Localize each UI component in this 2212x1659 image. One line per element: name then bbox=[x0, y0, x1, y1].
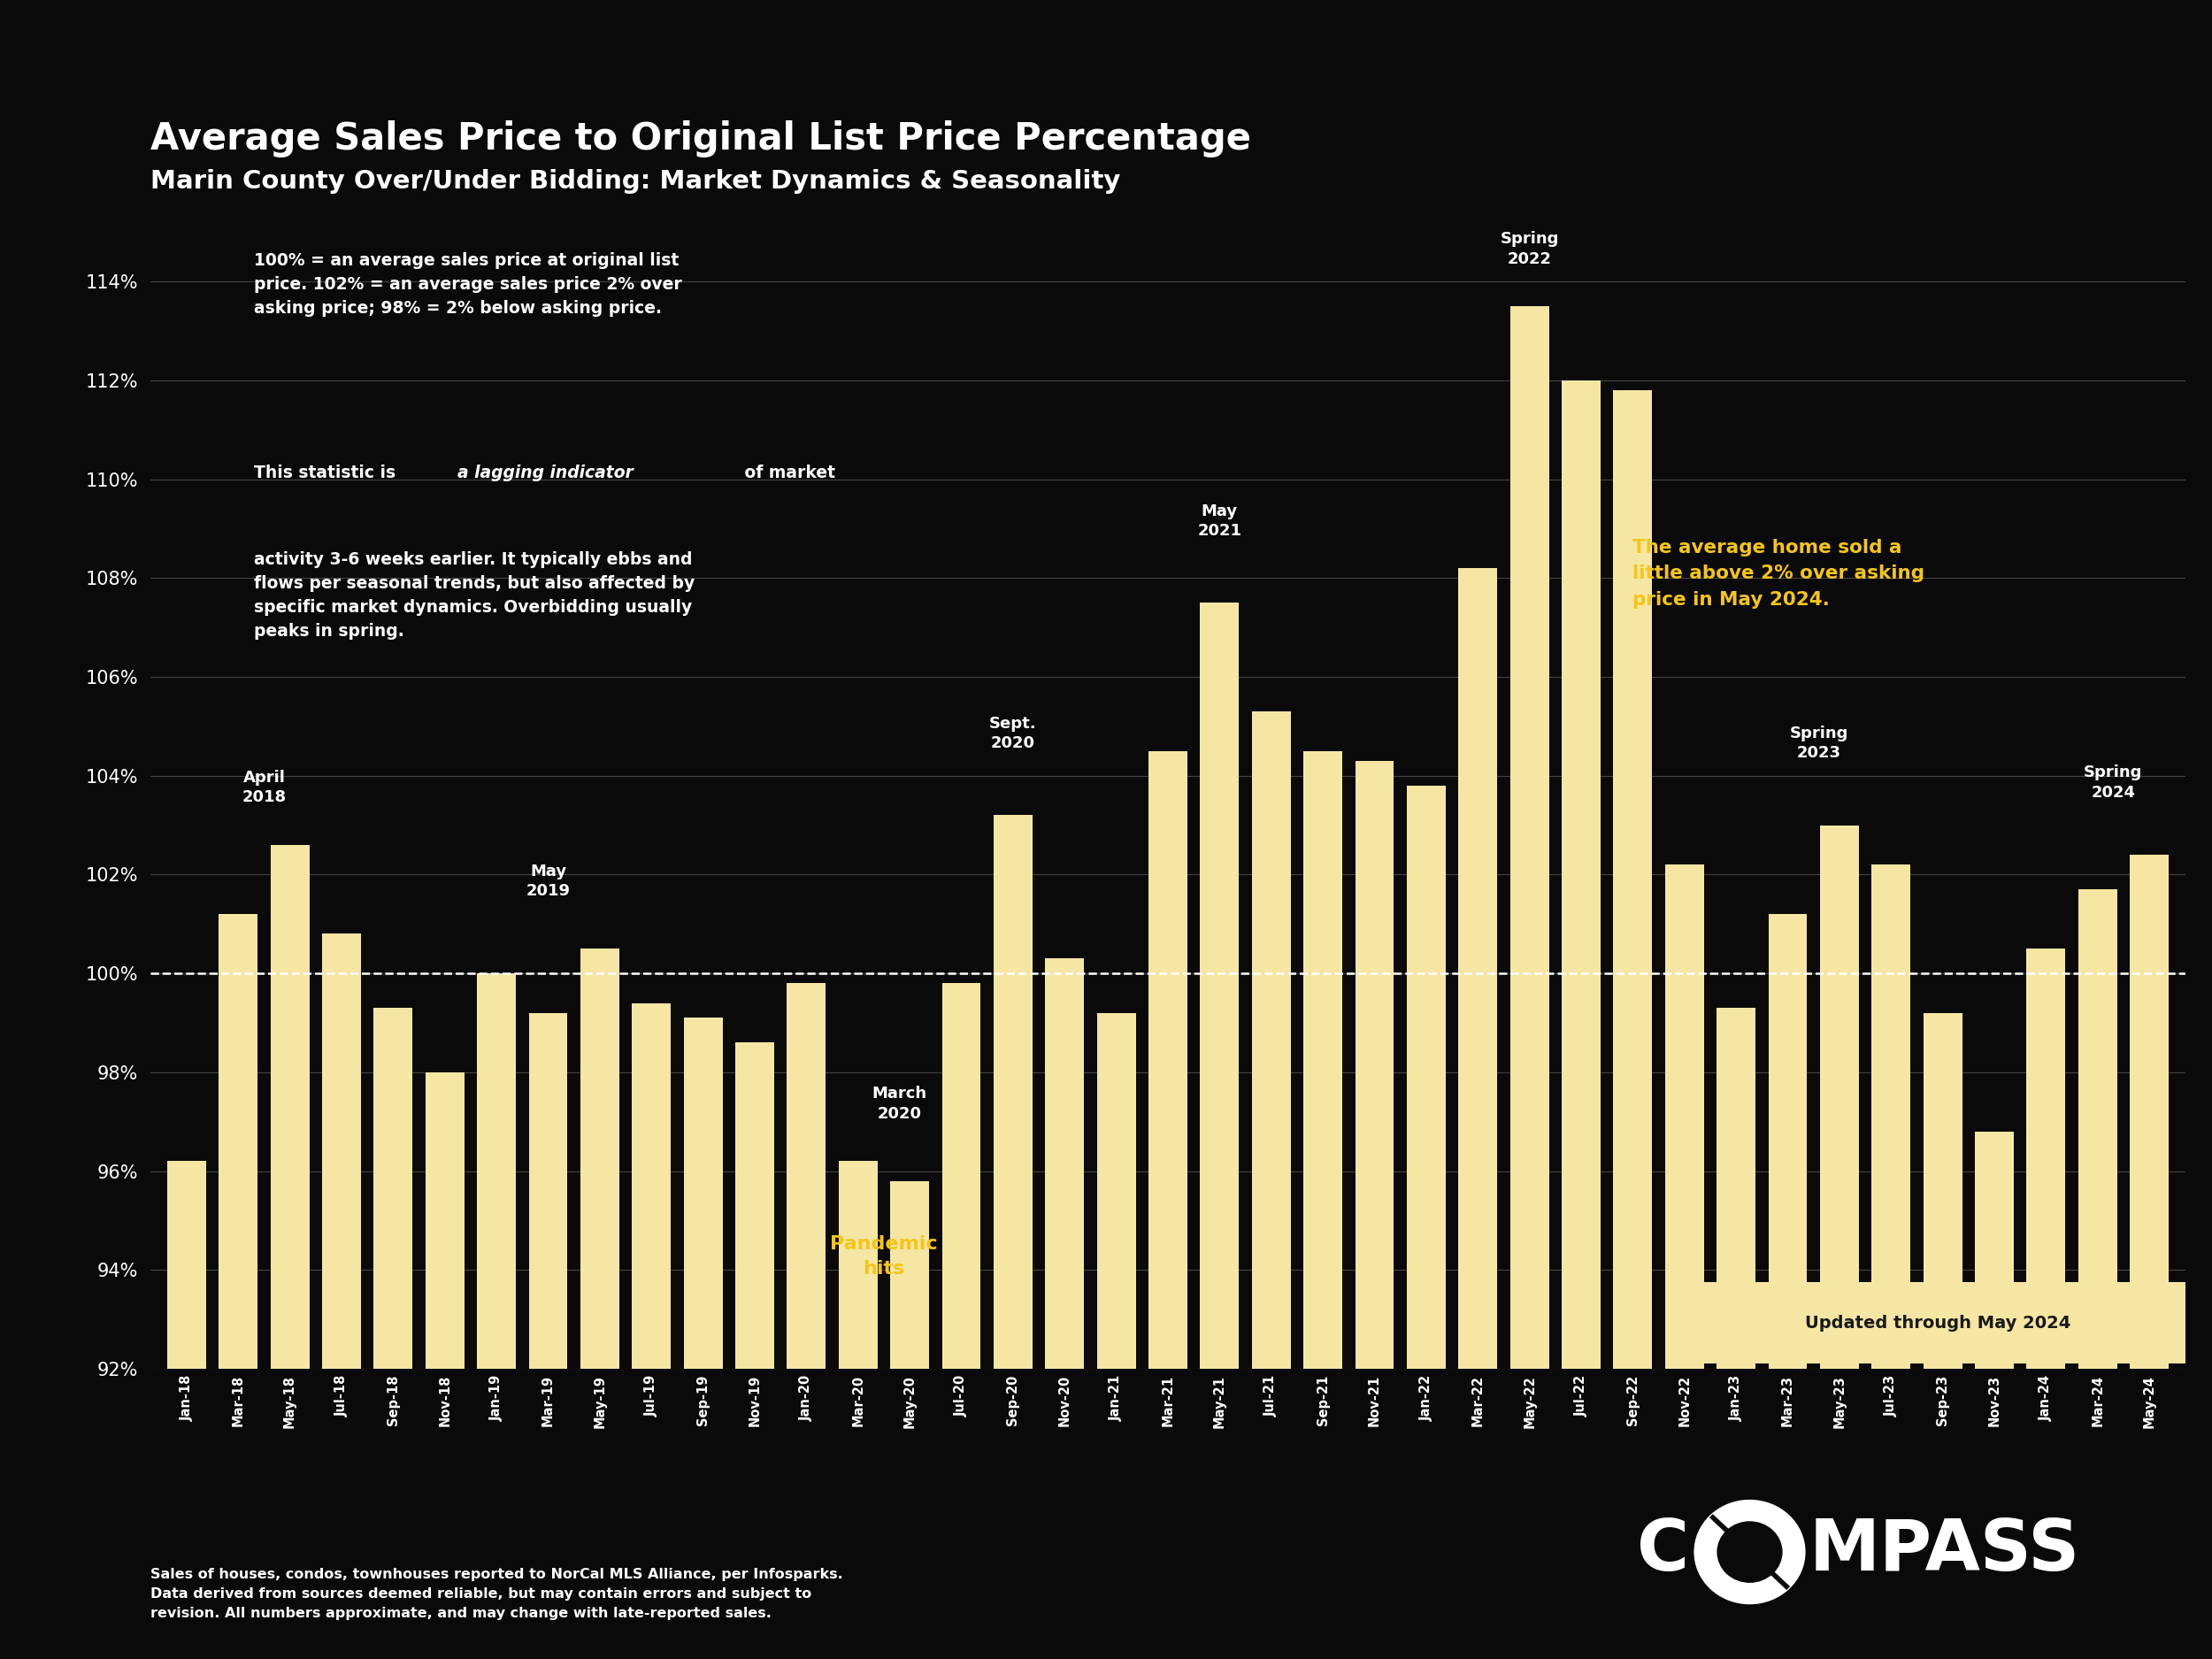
Bar bbox=[1666, 864, 1703, 1659]
Bar bbox=[838, 1161, 878, 1659]
Bar bbox=[1458, 569, 1498, 1659]
Bar bbox=[478, 974, 515, 1659]
Text: Sept.
2020: Sept. 2020 bbox=[989, 715, 1037, 752]
Bar bbox=[734, 1042, 774, 1659]
Bar bbox=[1303, 752, 1343, 1659]
Text: Sales of houses, condos, townhouses reported to NorCal MLS Alliance, per Infospa: Sales of houses, condos, townhouses repo… bbox=[150, 1568, 843, 1621]
Text: a lagging indicator: a lagging indicator bbox=[458, 465, 633, 481]
Bar bbox=[374, 1009, 414, 1659]
Bar bbox=[1820, 825, 1858, 1659]
Text: MPASS: MPASS bbox=[1809, 1516, 2079, 1586]
Text: Spring
2022: Spring 2022 bbox=[1500, 231, 1559, 267]
Text: Marin County Over/Under Bidding: Market Dynamics & Seasonality: Marin County Over/Under Bidding: Market … bbox=[150, 169, 1121, 194]
Bar bbox=[1046, 959, 1084, 1659]
Bar bbox=[2079, 889, 2117, 1659]
FancyBboxPatch shape bbox=[1686, 1282, 2190, 1364]
Text: C: C bbox=[1637, 1516, 1690, 1586]
Bar bbox=[1975, 1131, 2013, 1659]
Text: Pandemic
hits: Pandemic hits bbox=[830, 1236, 938, 1277]
Bar bbox=[889, 1181, 929, 1659]
Bar bbox=[633, 1004, 670, 1659]
Bar bbox=[1511, 307, 1548, 1659]
Bar bbox=[1252, 712, 1290, 1659]
Text: This statistic is: This statistic is bbox=[254, 465, 400, 481]
Bar bbox=[323, 934, 361, 1659]
Bar bbox=[529, 1014, 568, 1659]
Bar bbox=[1201, 602, 1239, 1659]
Text: Updated through May 2024: Updated through May 2024 bbox=[1805, 1314, 2070, 1332]
Text: March
2020: March 2020 bbox=[872, 1087, 927, 1121]
Bar bbox=[580, 949, 619, 1659]
Bar bbox=[993, 815, 1033, 1659]
Bar bbox=[1871, 864, 1911, 1659]
Bar bbox=[787, 984, 825, 1659]
Circle shape bbox=[1694, 1500, 1805, 1604]
Text: Spring
2023: Spring 2023 bbox=[1790, 725, 1847, 761]
Bar bbox=[942, 984, 980, 1659]
Text: of market: of market bbox=[739, 465, 836, 481]
Bar bbox=[1717, 1009, 1756, 1659]
Bar bbox=[1922, 1014, 1962, 1659]
Bar bbox=[270, 844, 310, 1659]
Bar bbox=[2026, 949, 2066, 1659]
Text: May
2021: May 2021 bbox=[1197, 503, 1241, 539]
Bar bbox=[219, 914, 257, 1659]
Bar bbox=[2130, 854, 2168, 1659]
Text: 100% = an average sales price at original list
price. 102% = an average sales pr: 100% = an average sales price at origina… bbox=[254, 252, 681, 317]
Bar bbox=[684, 1019, 723, 1659]
Bar bbox=[1767, 914, 1807, 1659]
Text: activity 3-6 weeks earlier. It typically ebbs and
flows per seasonal trends, but: activity 3-6 weeks earlier. It typically… bbox=[254, 551, 695, 640]
Text: Average Sales Price to Original List Price Percentage: Average Sales Price to Original List Pri… bbox=[150, 121, 1252, 158]
Bar bbox=[1613, 390, 1652, 1659]
Bar bbox=[1562, 380, 1601, 1659]
Bar bbox=[425, 1072, 465, 1659]
Bar bbox=[1356, 761, 1394, 1659]
Text: April
2018: April 2018 bbox=[241, 770, 285, 805]
Bar bbox=[1097, 1014, 1135, 1659]
Bar bbox=[1148, 752, 1188, 1659]
Text: May
2019: May 2019 bbox=[526, 864, 571, 899]
Text: The average home sold a
little above 2% over asking
price in May 2024.: The average home sold a little above 2% … bbox=[1632, 539, 1924, 609]
Text: Spring
2024: Spring 2024 bbox=[2084, 765, 2143, 800]
Bar bbox=[1407, 786, 1447, 1659]
Bar bbox=[168, 1161, 206, 1659]
Circle shape bbox=[1717, 1521, 1783, 1583]
